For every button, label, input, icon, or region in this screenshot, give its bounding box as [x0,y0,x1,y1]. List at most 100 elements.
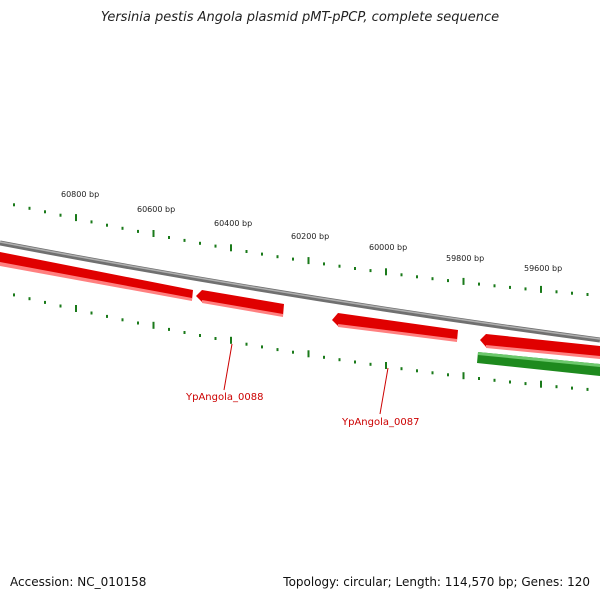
inner-minor-tick [338,358,341,362]
inner-major-tick [152,321,155,329]
scale-label-60600: 60600 bp [137,205,175,214]
outer-minor-tick [555,290,558,294]
outer-minor-tick [121,226,124,230]
inner-minor-tick [478,377,480,380]
inner-minor-tick [13,293,15,297]
inner-minor-tick [44,300,46,304]
outer-minor-tick [354,267,356,270]
gene-arrow-right-edge[interactable] [480,334,600,359]
outer-minor-tick [199,241,201,245]
outer-major-tick [152,230,155,237]
outer-minor-tick [400,273,403,277]
gene-arrow-ypangola-0088[interactable] [196,290,284,317]
gene-arrow-ypangola-0087[interactable] [332,313,458,342]
inner-minor-tick [571,386,573,390]
outer-minor-tick [478,282,480,286]
inner-minor-tick [323,355,325,359]
outer-minor-tick [137,229,139,233]
outer-minor-tick [509,285,511,289]
inner-minor-tick [493,378,496,382]
outer-minor-tick [447,279,449,283]
outer-minor-tick [13,203,15,207]
gene-label-ypangola-0088[interactable]: YpAngola_0088 [185,392,263,403]
inner-minor-tick [276,348,279,352]
inner-minor-tick [447,373,449,377]
outer-minor-tick [261,252,263,256]
inner-minor-tick [168,327,170,331]
outer-minor-tick [106,223,108,227]
scale-label-60000: 60000 bp [369,243,407,252]
backbone-line-highlight [0,241,600,340]
inner-minor-tick [199,334,201,337]
inner-major-tick [385,362,387,369]
inner-minor-tick [524,382,527,386]
outer-minor-tick [524,287,527,291]
outer-major-tick [462,277,465,285]
scale-label-59800: 59800 bp [446,254,484,263]
inner-minor-tick [354,360,356,364]
outer-minor-tick [292,257,294,261]
outer-minor-tick [44,210,46,214]
inner-major-tick [462,372,465,380]
inner-minor-tick [261,345,263,349]
inner-minor-tick [400,367,403,371]
outer-minor-tick [90,220,93,224]
outer-minor-tick [168,236,170,239]
connector-ypangola-0087 [379,367,389,415]
outer-minor-tick [28,206,31,210]
inner-minor-tick [183,331,186,334]
inner-minor-tick [106,314,108,318]
inner-minor-tick [137,321,139,325]
inner-minor-tick [90,311,93,315]
inner-minor-tick [214,337,217,340]
outer-minor-tick [431,277,434,281]
inner-minor-tick [416,369,418,373]
gene-arrow-left-edge[interactable] [0,252,193,301]
outer-minor-tick [183,238,186,242]
outer-minor-tick [571,291,573,295]
outer-major-tick [307,257,310,265]
inner-minor-tick [555,385,558,389]
inner-minor-tick [121,318,124,322]
inner-major-tick [230,336,232,344]
inner-minor-tick [369,362,372,366]
map-title: Yersinia pestis Angola plasmid pMT-pPCP,… [100,10,500,25]
connector-ypangola-0088 [223,343,233,391]
scale-label-60400: 60400 bp [214,219,252,228]
inner-minor-tick [509,380,511,384]
outer-scale-ticks [13,203,589,296]
gene-arrow-forward-strand[interactable] [477,352,600,376]
outer-minor-tick [245,250,248,253]
outer-minor-tick [323,262,325,266]
inner-minor-tick [28,297,31,301]
inner-scale-ticks [13,293,589,391]
outer-minor-tick [276,255,279,259]
outer-minor-tick [59,213,62,217]
inner-minor-tick [59,304,62,308]
outer-minor-tick [493,284,496,288]
outer-minor-tick [586,293,589,296]
outer-major-tick [75,214,77,222]
outer-major-tick [540,285,542,293]
outer-minor-tick [214,244,217,248]
inner-minor-tick [586,387,589,391]
inner-minor-tick [245,342,248,346]
outer-minor-tick [416,275,418,279]
inner-minor-tick [292,350,294,354]
topology-text: Topology: circular; Length: 114,570 bp; … [283,575,590,589]
inner-major-tick [540,380,542,388]
scale-label-59600: 59600 bp [524,264,562,273]
backbone-line [0,240,600,343]
inner-major-tick [307,350,310,358]
outer-minor-tick [369,269,372,273]
outer-major-tick [230,244,232,252]
accession-text: Accession: NC_010158 [10,575,147,589]
outer-major-tick [385,268,387,276]
inner-minor-tick [431,371,434,375]
outer-minor-tick [338,264,341,268]
scale-label-60800: 60800 bp [61,190,99,199]
inner-major-tick [75,305,77,312]
gene-label-ypangola-0087[interactable]: YpAngola_0087 [341,417,419,428]
scale-label-60200: 60200 bp [291,232,329,241]
